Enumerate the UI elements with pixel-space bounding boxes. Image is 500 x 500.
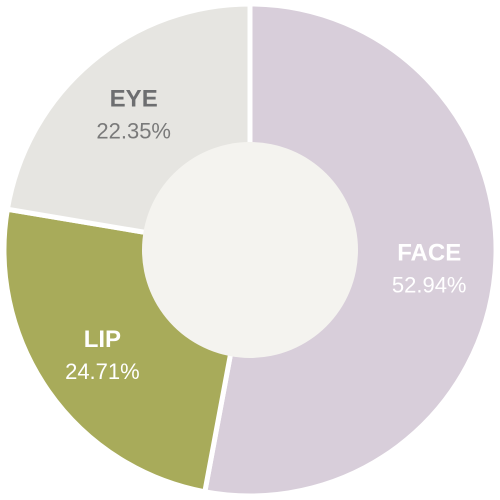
- slice-label-lip: LIP: [84, 326, 121, 353]
- donut-hole: [142, 142, 358, 358]
- slice-value-lip: 24.71%: [65, 359, 140, 384]
- slice-label-face: FACE: [397, 240, 461, 267]
- labels-layer: FACE 52.94% LIP 24.71% EYE 22.35%: [65, 86, 466, 385]
- slice-value-eye: 22.35%: [96, 119, 171, 144]
- slice-label-eye: EYE: [110, 86, 158, 113]
- slice-value-face: 52.94%: [392, 273, 467, 298]
